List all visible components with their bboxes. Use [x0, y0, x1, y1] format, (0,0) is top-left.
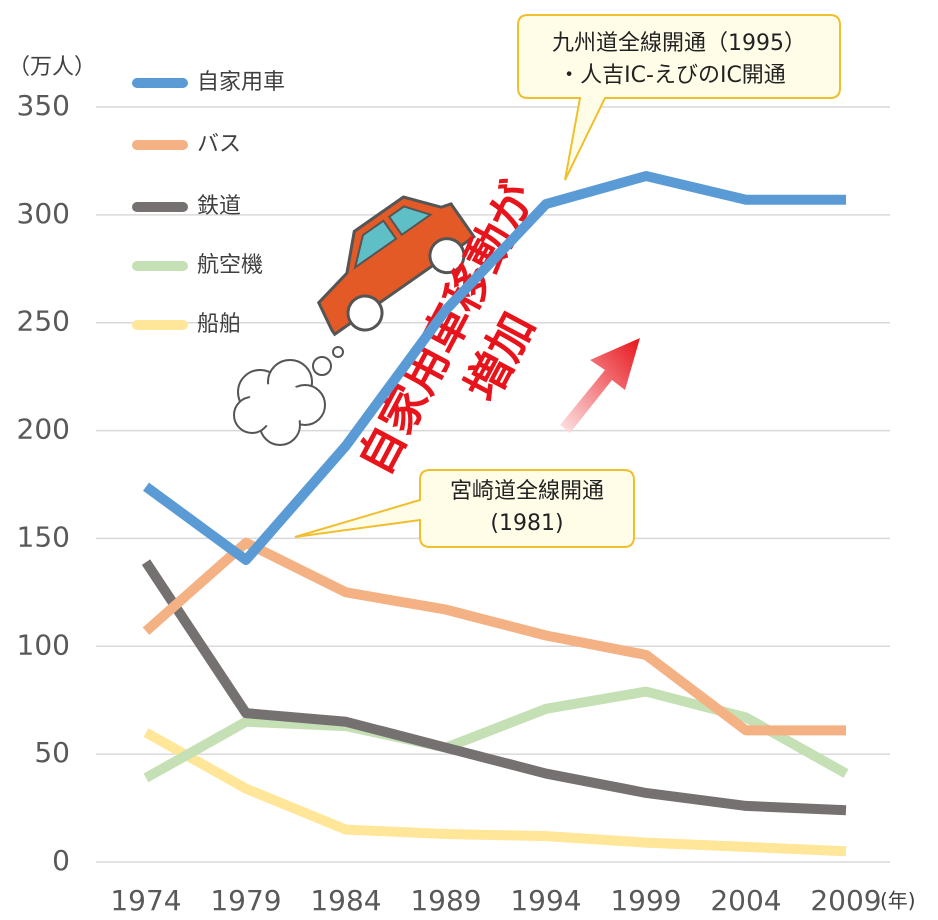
x-tick-label: 1989 [410, 884, 481, 916]
y-tick-label: 150 [17, 520, 70, 553]
legend-label: 鉄道 [197, 194, 241, 219]
y-tick-label: 250 [17, 305, 70, 338]
legend-label: 航空機 [197, 253, 263, 278]
y-tick-label: 300 [17, 197, 70, 230]
x-tick-label: 1974 [110, 884, 181, 916]
x-tick-label: 2004 [710, 884, 781, 916]
series-line [146, 543, 846, 731]
series-line [146, 562, 846, 810]
x-tick-label: 1984 [310, 884, 381, 916]
callout-text: 宮崎道全線開通 [450, 479, 604, 504]
callout: 九州道全線開通（1995） ・人吉IC-えびのIC開通 [518, 15, 840, 180]
y-unit: （万人） [8, 55, 96, 80]
y-tick-label: 350 [17, 89, 70, 122]
x-tick-label: 2009 [810, 884, 881, 916]
callout-text: (1981) [490, 511, 563, 536]
callout-text: ・人吉IC-えびのIC開通 [558, 63, 786, 88]
x-tick-label: 1994 [510, 884, 581, 916]
y-tick-label: 0 [52, 844, 70, 877]
x-tick-label: 1979 [210, 884, 281, 916]
up-arrow [560, 338, 640, 433]
legend-label: バス [197, 132, 241, 157]
callout-text: 九州道全線開通（1995） [552, 31, 806, 56]
x-tick-label: 1999 [610, 884, 681, 916]
series-line [146, 733, 846, 852]
chart: （万人） (年) 自家用車移動が 増加 九州道全線開通（1995） ・人吉IC-… [0, 0, 938, 916]
y-tick-label: 100 [17, 628, 70, 661]
y-tick-label: 50 [34, 736, 70, 769]
y-tick-label: 200 [17, 413, 70, 446]
x-unit: (年) [880, 889, 916, 913]
legend-label: 船舶 [197, 312, 241, 337]
legend-label: 自家用車 [197, 70, 285, 95]
callout: 宮崎道全線開通 (1981) [295, 470, 634, 547]
